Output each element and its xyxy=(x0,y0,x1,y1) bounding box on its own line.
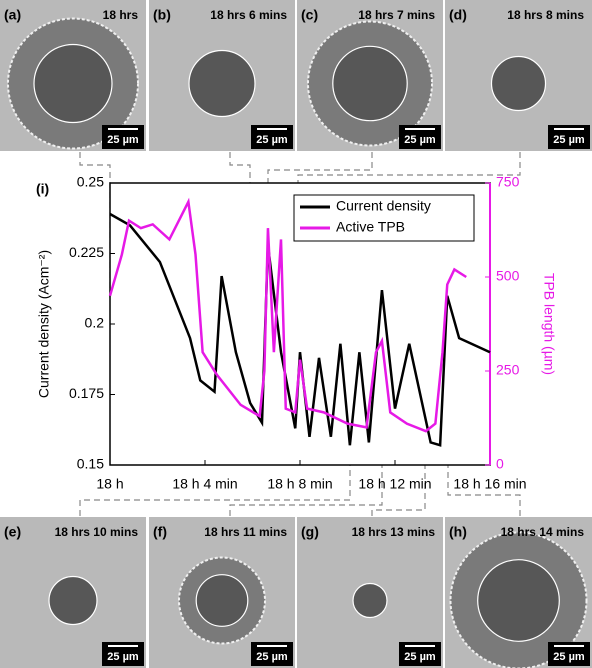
panel-label: (c) xyxy=(301,7,318,23)
panel-label: (h) xyxy=(449,524,467,540)
y2-tick-label: 750 xyxy=(496,174,520,190)
legend-box xyxy=(293,194,475,242)
panel-label: (a) xyxy=(4,7,21,23)
scale-text: 25 µm xyxy=(404,651,436,663)
series-line xyxy=(109,212,491,447)
scale-text: 25 µm xyxy=(107,134,139,146)
chart-panel-label: (i) xyxy=(36,181,49,197)
x-tick-label: 18 h 12 min xyxy=(358,476,431,492)
panel-time: 18 hrs xyxy=(103,8,139,22)
panel-time: 18 hrs 13 mins xyxy=(352,525,436,539)
scale-text: 25 µm xyxy=(404,134,436,146)
scale-text: 25 µm xyxy=(107,651,139,663)
y-tick-label: 0.25 xyxy=(77,174,104,190)
panel-label: (b) xyxy=(153,7,171,23)
series-line xyxy=(108,197,467,433)
y2-tick-label: 250 xyxy=(496,362,520,378)
y-tick-label: 0.175 xyxy=(69,385,104,401)
y2-axis-label: TPB length (µm) xyxy=(541,273,557,375)
panel-label: (f) xyxy=(153,524,167,540)
legend-label: Active TPB xyxy=(336,219,405,235)
x-tick-label: 18 h 16 min xyxy=(453,476,526,492)
scale-text: 25 µm xyxy=(256,134,288,146)
panel-time: 18 hrs 10 mins xyxy=(55,525,139,539)
panel-label: (e) xyxy=(4,524,21,540)
dense-zone xyxy=(477,559,560,642)
panel-time: 18 hrs 8 mins xyxy=(507,8,584,22)
scale-text: 25 µm xyxy=(256,651,288,663)
panel-time: 18 hrs 7 mins xyxy=(358,8,435,22)
x-tick-label: 18 h xyxy=(96,476,123,492)
y-axis-label: Current density (Acm⁻²) xyxy=(36,250,52,398)
legend-label: Current density xyxy=(336,198,431,214)
y-tick-label: 0.15 xyxy=(77,456,104,472)
y-tick-label: 0.225 xyxy=(69,244,104,260)
x-tick-label: 18 h 8 min xyxy=(267,476,332,492)
dense-zone xyxy=(48,575,98,626)
panel-label: (d) xyxy=(449,7,467,23)
panel-time: 18 hrs 6 mins xyxy=(210,8,287,22)
panel-label: (g) xyxy=(301,524,319,540)
dense-zone xyxy=(490,55,547,112)
x-tick-label: 18 h 4 min xyxy=(172,476,237,492)
scale-text: 25 µm xyxy=(553,651,585,663)
dense-zone xyxy=(188,49,256,118)
dense-zone xyxy=(332,45,408,122)
y2-tick-label: 500 xyxy=(496,268,520,284)
panel-time: 18 hrs 14 mins xyxy=(501,525,585,539)
y2-tick-label: 0 xyxy=(496,456,504,472)
dense-zone xyxy=(195,574,249,627)
scale-text: 25 µm xyxy=(553,134,585,146)
y-tick-label: 0.2 xyxy=(85,315,105,331)
dense-zone xyxy=(352,582,388,619)
panel-time: 18 hrs 11 mins xyxy=(204,525,287,539)
dense-zone xyxy=(33,43,113,124)
